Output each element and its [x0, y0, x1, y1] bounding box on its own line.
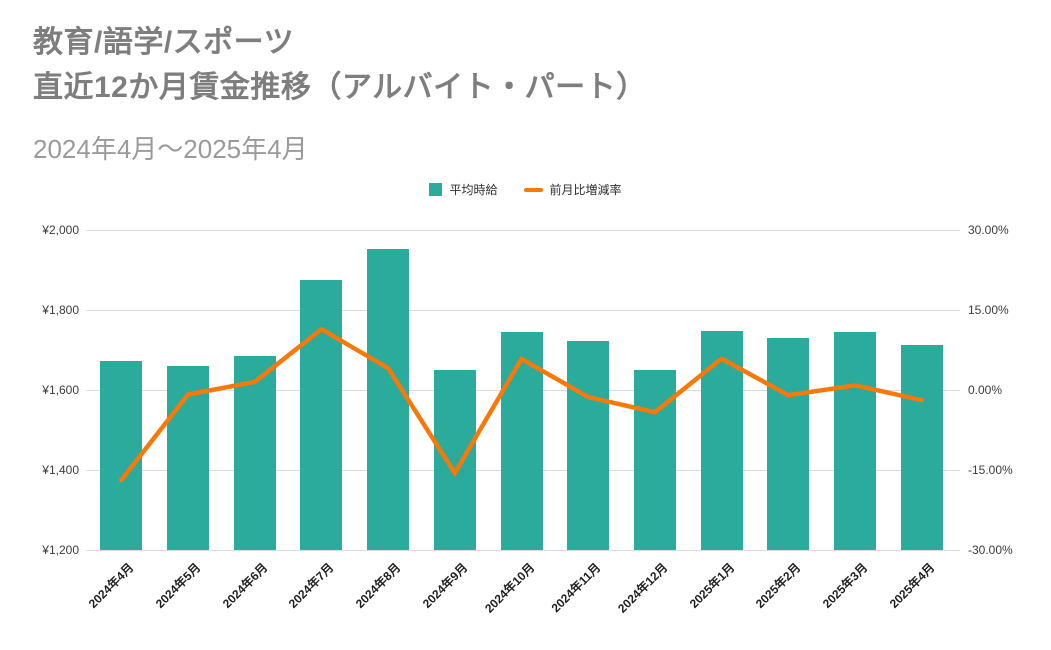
- y-axis-tick-right: 15.00%: [968, 303, 1009, 317]
- y-axis-tick-left: ¥1,600: [42, 383, 79, 397]
- bar-2024年8月: [367, 248, 410, 550]
- y-axis-tick-right: 30.00%: [968, 223, 1009, 237]
- bar-2024年9月: [433, 370, 476, 550]
- bar-2024年11月: [567, 341, 610, 550]
- gridline: [86, 229, 960, 231]
- y-axis-tick-right: -30.00%: [968, 543, 1013, 557]
- legend: 平均時給 前月比増減率: [0, 181, 1051, 198]
- chart-title: 教育/語学/スポーツ 直近12か月賃金推移（アルバイト・パート）: [33, 20, 647, 110]
- line-series-swatch-icon: [523, 187, 543, 192]
- y-axis-tick-left: ¥1,200: [42, 543, 79, 557]
- chart-subtitle: 2024年4月～2025年4月: [33, 134, 308, 164]
- y-axis-tick-left: ¥1,800: [42, 303, 79, 317]
- chart-title-line2: 直近12か月賃金推移（アルバイト・パート）: [33, 71, 647, 104]
- bar-2025年2月: [767, 338, 810, 550]
- legend-item-mom-change: 前月比増減率: [523, 181, 622, 198]
- bar-series-swatch-icon: [429, 183, 443, 196]
- y-axis-tick-right: 0.00%: [968, 383, 1003, 397]
- bar-2025年4月: [900, 345, 943, 550]
- legend-label-mom-change: 前月比増減率: [549, 183, 622, 197]
- legend-item-average-wage: 平均時給: [429, 181, 498, 198]
- y-axis-tick-left: ¥2,000: [42, 223, 79, 237]
- legend-label-average-wage: 平均時給: [449, 183, 498, 197]
- bar-2024年7月: [300, 279, 343, 550]
- bar-2024年6月: [233, 356, 276, 550]
- chart-title-line1: 教育/語学/スポーツ: [33, 26, 295, 59]
- gridline: [86, 549, 960, 551]
- y-axis-tick-left: ¥1,400: [42, 463, 79, 477]
- y-axis-tick-right: -15.00%: [968, 463, 1013, 477]
- bar-2024年4月: [100, 360, 143, 550]
- bar-2025年3月: [833, 332, 876, 550]
- gridline: [86, 309, 960, 311]
